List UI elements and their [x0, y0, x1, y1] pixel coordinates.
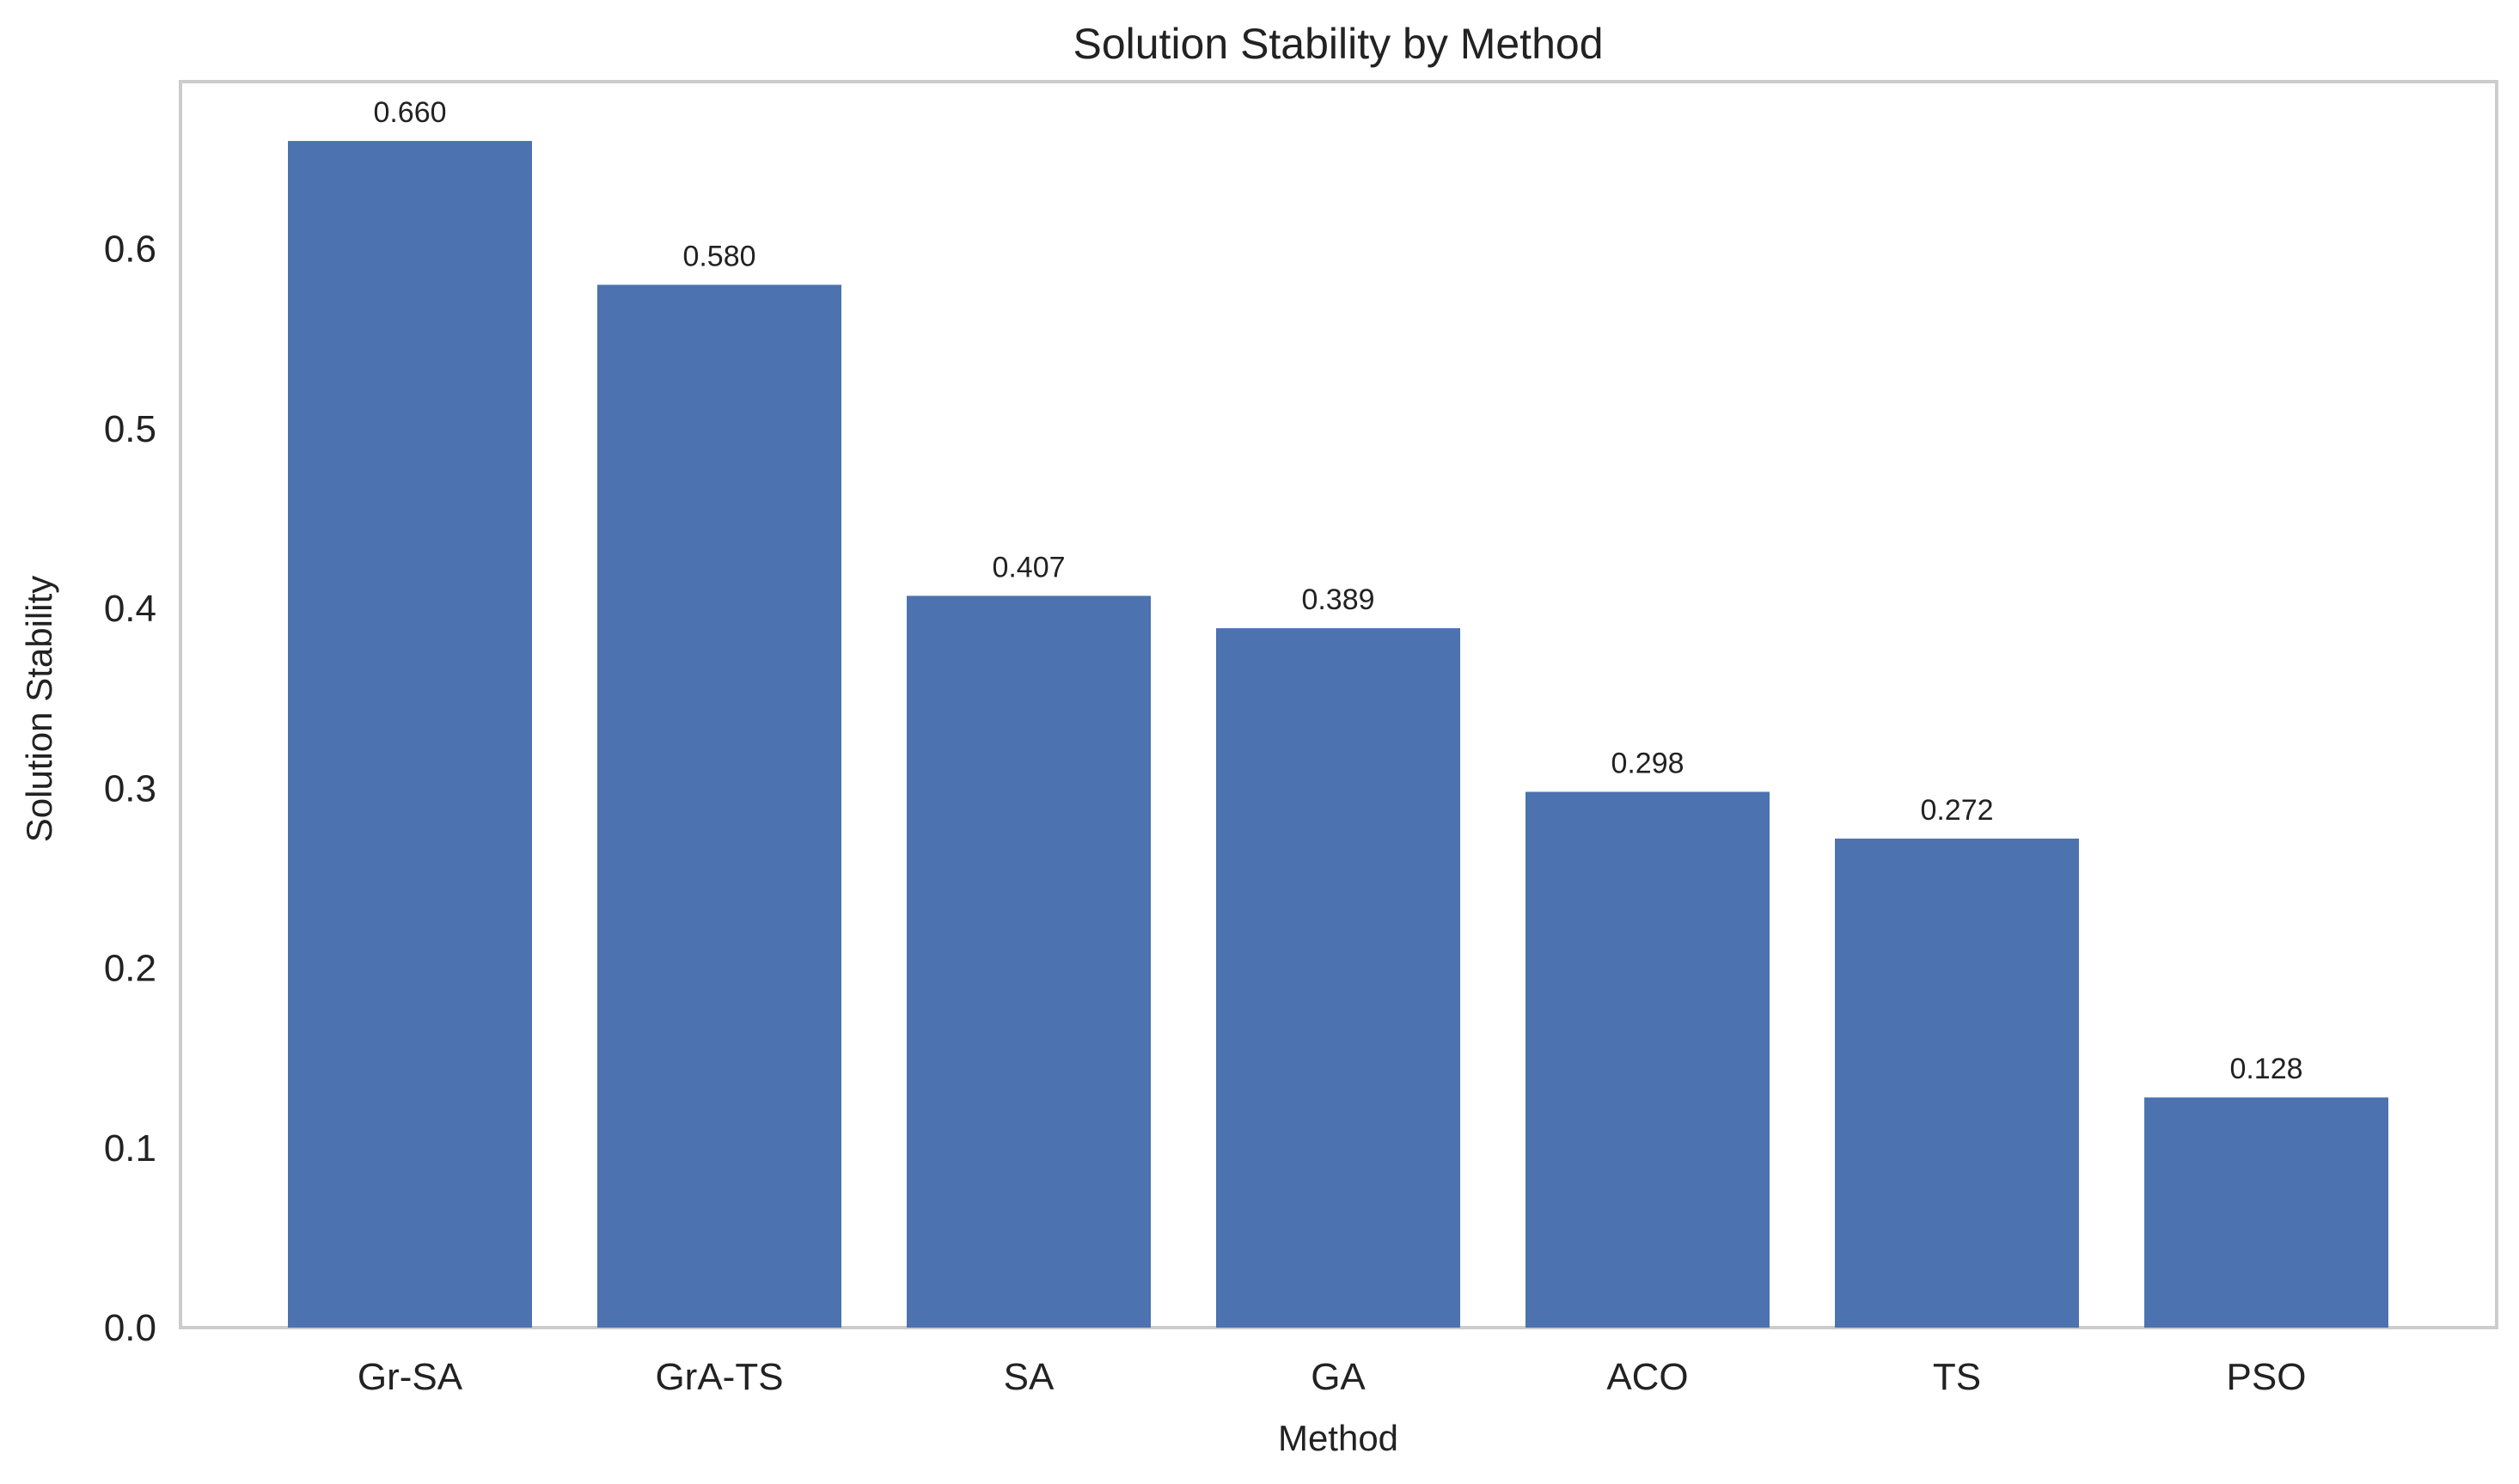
y-axis-label: Solution Stability	[19, 576, 59, 843]
bar	[2144, 1097, 2388, 1328]
bar-value-label: 0.580	[682, 240, 755, 272]
y-tick-label: 0.2	[104, 948, 156, 990]
y-tick-label: 0.1	[104, 1127, 156, 1169]
bar-value-label: 0.298	[1611, 747, 1684, 779]
bar	[1525, 791, 1770, 1328]
x-tick-label: GA	[1311, 1356, 1366, 1398]
x-tick-label: PSO	[2227, 1356, 2307, 1398]
x-tick-label: Gr-SA	[358, 1356, 463, 1398]
bar-value-label: 0.128	[2229, 1053, 2302, 1085]
bar-value-label: 0.407	[992, 551, 1065, 583]
bar-value-label: 0.660	[373, 96, 446, 129]
bar-value-label: 0.272	[1920, 794, 1993, 827]
x-tick-label: TS	[1933, 1356, 1981, 1398]
bar	[288, 141, 532, 1328]
y-tick-label: 0.6	[104, 229, 156, 271]
y-tick-label: 0.5	[104, 408, 156, 450]
y-tick-label: 0.4	[104, 588, 156, 630]
bar-value-label: 0.389	[1301, 583, 1374, 616]
bar	[1216, 628, 1460, 1328]
y-tick-label: 0.3	[104, 767, 156, 809]
plot-area: 0.0 0.1 0.2 0.3 0.4 0.5 0.6 0.660 Gr-SA 0.580 GrA-…	[104, 80, 2498, 1398]
chart-title: Solution Stability by Method	[1073, 20, 1603, 68]
x-tick-label: GrA-TS	[655, 1356, 783, 1398]
x-tick-label: ACO	[1606, 1356, 1688, 1398]
bar	[907, 595, 1151, 1328]
bar	[597, 284, 841, 1328]
y-tick-label: 0.0	[104, 1307, 156, 1349]
x-axis-label: Method	[1278, 1418, 1398, 1458]
bar	[1835, 838, 2079, 1328]
x-tick-label: SA	[1004, 1356, 1055, 1398]
